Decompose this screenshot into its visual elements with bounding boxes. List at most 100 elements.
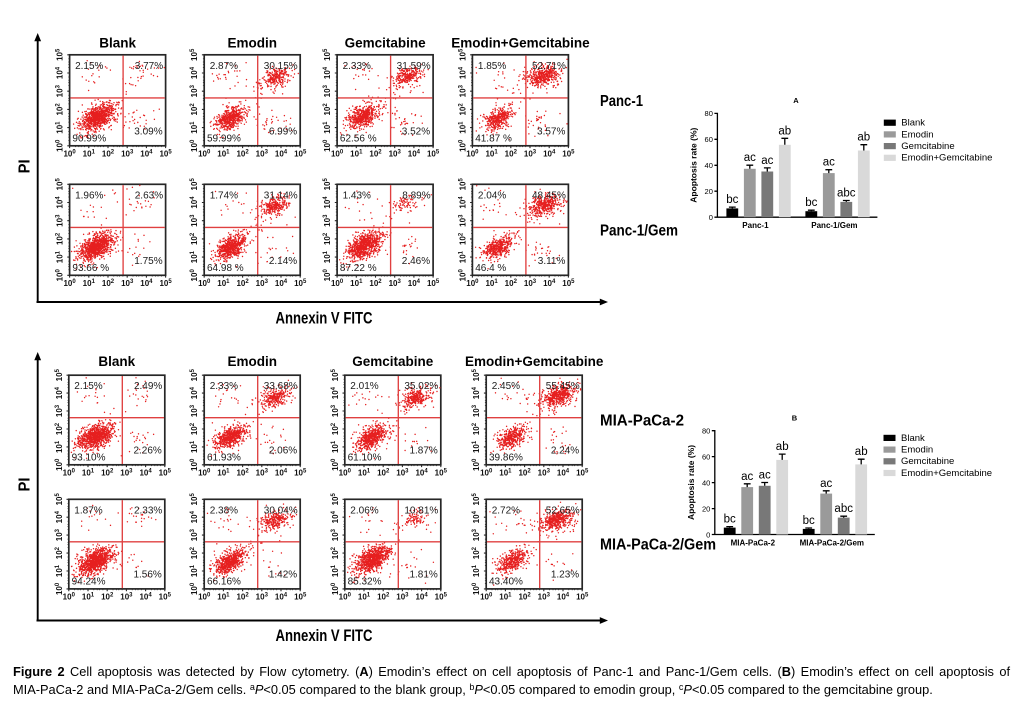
- svg-text:101: 101: [458, 250, 467, 263]
- svg-text:2.45%: 2.45%: [492, 381, 520, 392]
- svg-text:105: 105: [427, 279, 440, 288]
- svg-text:105: 105: [435, 469, 448, 478]
- svg-text:103: 103: [121, 279, 134, 288]
- svg-text:100: 100: [331, 279, 344, 288]
- svg-text:102: 102: [518, 469, 531, 478]
- svg-text:2.63%: 2.63%: [135, 190, 163, 201]
- svg-text:101: 101: [217, 469, 230, 478]
- svg-text:Blank: Blank: [99, 36, 136, 51]
- svg-text:ac: ac: [741, 471, 753, 483]
- svg-text:100: 100: [63, 279, 76, 288]
- svg-text:3.57%: 3.57%: [537, 126, 565, 137]
- svg-text:100: 100: [480, 593, 493, 602]
- svg-text:100: 100: [56, 269, 65, 282]
- svg-text:Gemcitabine: Gemcitabine: [901, 141, 954, 152]
- svg-text:Emodin+Gemcitabine: Emodin+Gemcitabine: [465, 354, 604, 369]
- svg-text:101: 101: [358, 469, 371, 478]
- svg-text:100: 100: [63, 593, 76, 602]
- svg-text:103: 103: [524, 279, 537, 288]
- svg-text:MIA-PaCa-2: MIA-PaCa-2: [731, 539, 776, 548]
- svg-text:105: 105: [56, 178, 65, 191]
- svg-text:ac: ac: [744, 152, 756, 164]
- svg-text:3.52%: 3.52%: [402, 126, 430, 137]
- svg-text:102: 102: [102, 279, 115, 288]
- svg-text:103: 103: [121, 150, 134, 159]
- svg-text:2.06%: 2.06%: [350, 505, 378, 516]
- svg-text:2.01%: 2.01%: [350, 381, 378, 392]
- svg-text:ab: ab: [776, 441, 789, 453]
- svg-text:102: 102: [236, 150, 249, 159]
- svg-text:104: 104: [458, 66, 467, 79]
- svg-text:101: 101: [485, 279, 498, 288]
- svg-text:ac: ac: [823, 157, 835, 169]
- svg-text:46.4 %: 46.4 %: [475, 263, 506, 274]
- svg-text:3.11%: 3.11%: [538, 256, 566, 267]
- svg-text:30.04%: 30.04%: [264, 505, 298, 516]
- svg-text:105: 105: [472, 493, 481, 506]
- svg-text:104: 104: [56, 196, 65, 209]
- svg-text:103: 103: [190, 528, 199, 541]
- svg-text:100: 100: [466, 150, 479, 159]
- svg-text:93.66 %: 93.66 %: [72, 263, 109, 274]
- svg-text:104: 104: [275, 469, 288, 478]
- svg-text:105: 105: [159, 279, 172, 288]
- svg-text:2.72%: 2.72%: [492, 505, 520, 516]
- svg-text:105: 105: [159, 150, 172, 159]
- svg-text:103: 103: [120, 593, 133, 602]
- svg-text:100: 100: [56, 139, 65, 152]
- svg-text:103: 103: [524, 150, 537, 159]
- svg-text:1.81%: 1.81%: [409, 569, 437, 580]
- svg-text:105: 105: [562, 279, 575, 288]
- svg-text:104: 104: [408, 279, 421, 288]
- svg-text:100: 100: [480, 469, 493, 478]
- svg-text:105: 105: [190, 368, 199, 381]
- svg-text:105: 105: [56, 48, 65, 61]
- svg-text:105: 105: [159, 593, 172, 602]
- svg-text:103: 103: [55, 528, 64, 541]
- svg-text:100: 100: [472, 582, 481, 595]
- svg-text:103: 103: [256, 150, 269, 159]
- svg-text:Panc-1/Gem: Panc-1/Gem: [811, 221, 857, 230]
- svg-text:2.49%: 2.49%: [134, 381, 162, 392]
- svg-text:39.86%: 39.86%: [489, 452, 523, 463]
- svg-text:Panc-1/Gem: Panc-1/Gem: [600, 222, 678, 239]
- svg-text:103: 103: [396, 469, 409, 478]
- svg-text:Emodin: Emodin: [227, 354, 277, 369]
- svg-text:40: 40: [702, 478, 710, 487]
- svg-text:105: 105: [576, 593, 589, 602]
- svg-text:ab: ab: [855, 446, 868, 458]
- svg-text:101: 101: [190, 440, 199, 453]
- svg-text:103: 103: [458, 214, 467, 227]
- svg-text:2.06%: 2.06%: [269, 445, 297, 456]
- svg-text:102: 102: [236, 469, 249, 478]
- svg-text:Emodin+Gemcitabine: Emodin+Gemcitabine: [901, 153, 992, 164]
- svg-text:87.22 %: 87.22 %: [340, 263, 377, 274]
- svg-text:33.68%: 33.68%: [264, 381, 298, 392]
- svg-text:104: 104: [140, 150, 153, 159]
- svg-text:1.85%: 1.85%: [478, 61, 506, 72]
- svg-text:35.02%: 35.02%: [404, 381, 438, 392]
- svg-text:55.45%: 55.45%: [546, 381, 580, 392]
- svg-text:100: 100: [198, 279, 211, 288]
- svg-text:102: 102: [505, 279, 518, 288]
- svg-text:bc: bc: [724, 514, 736, 526]
- svg-text:100: 100: [198, 150, 211, 159]
- svg-text:104: 104: [323, 196, 332, 209]
- svg-text:31.59%: 31.59%: [397, 61, 431, 72]
- svg-text:104: 104: [323, 66, 332, 79]
- svg-text:62.56 %: 62.56 %: [340, 133, 377, 144]
- svg-text:102: 102: [236, 279, 249, 288]
- svg-text:100: 100: [472, 458, 481, 471]
- svg-text:104: 104: [472, 386, 481, 399]
- svg-text:105: 105: [190, 493, 199, 506]
- svg-text:104: 104: [415, 469, 428, 478]
- svg-text:105: 105: [55, 493, 64, 506]
- svg-text:100: 100: [458, 269, 467, 282]
- svg-text:101: 101: [217, 150, 230, 159]
- svg-text:3.77%: 3.77%: [135, 61, 163, 72]
- svg-text:103: 103: [458, 84, 467, 97]
- svg-text:104: 104: [331, 386, 340, 399]
- svg-text:101: 101: [217, 279, 230, 288]
- svg-text:Emodin: Emodin: [227, 36, 277, 51]
- svg-text:6.99%: 6.99%: [269, 126, 297, 137]
